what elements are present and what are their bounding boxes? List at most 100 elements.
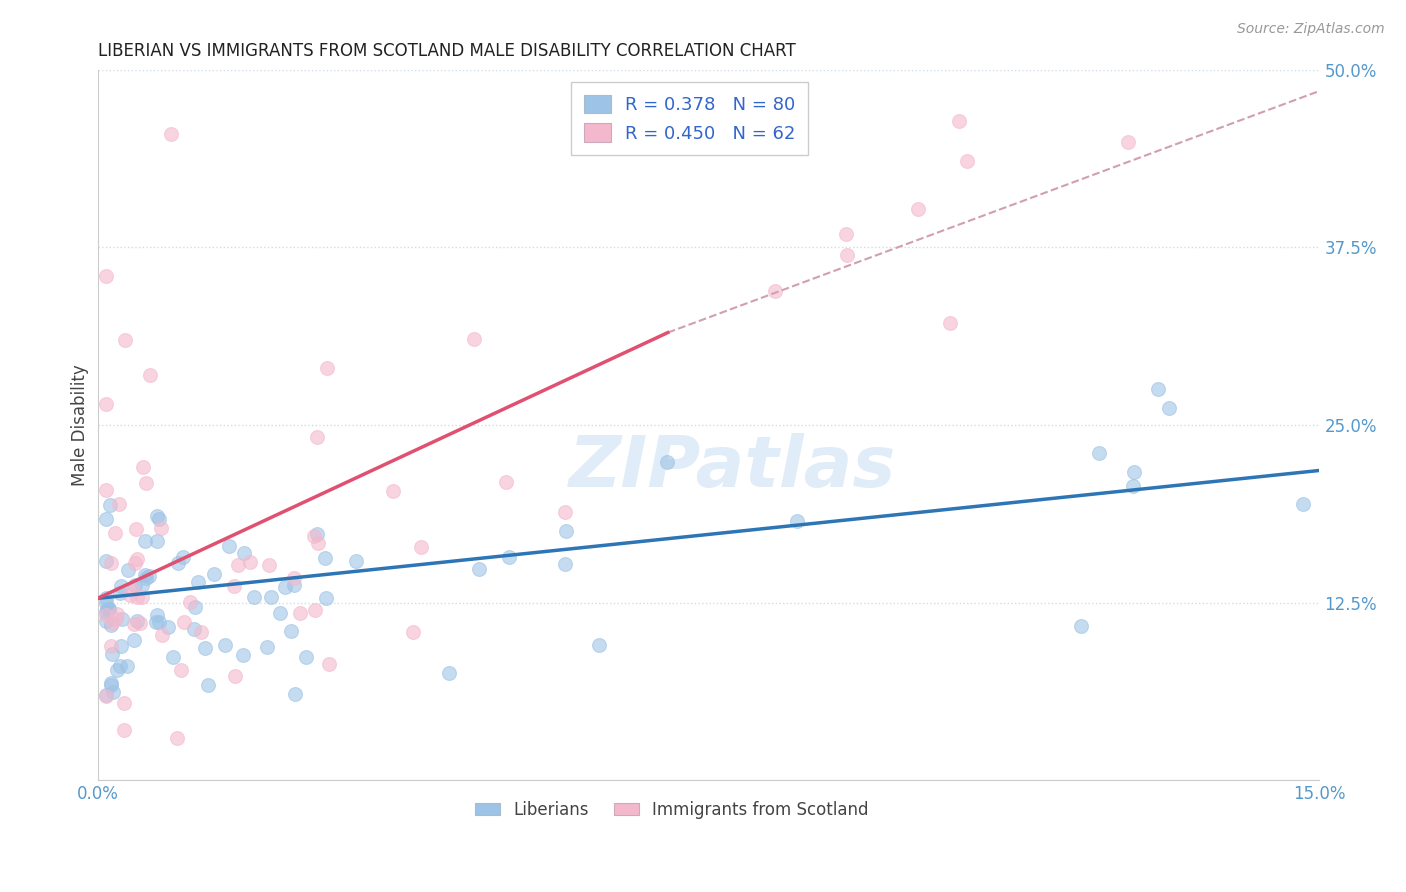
Point (166, 556, 188, 570)
Text: Source: ZipAtlas.com: Source: ZipAtlas.com (1237, 22, 1385, 37)
Point (402, 625, 425, 640)
Point (184, 600, 207, 615)
Point (256, 640, 278, 654)
Point (96, 601, 118, 615)
Text: ZIPatlas: ZIPatlas (569, 434, 897, 502)
Point (315, 591, 337, 605)
Point (226, 558, 249, 572)
Point (104, 526, 127, 541)
Point (101, 615, 124, 630)
Point (112, 723, 135, 737)
Point (121, 582, 143, 597)
Point (94, 483, 117, 498)
Point (110, 578, 132, 592)
Point (382, 483, 405, 498)
Point (100, 675, 122, 690)
Point (318, 657, 340, 671)
Point (166, 731, 188, 745)
Point (134, 567, 156, 582)
Point (114, 333, 136, 347)
Point (1292, 497, 1315, 511)
Point (108, 585, 131, 599)
Point (179, 595, 201, 609)
Point (134, 533, 156, 548)
Point (94, 689, 117, 703)
Point (259, 590, 281, 604)
Point (94, 688, 117, 702)
Point (183, 622, 205, 636)
Point (160, 127, 183, 141)
Point (172, 550, 194, 565)
Point (131, 578, 153, 592)
Point (284, 687, 307, 701)
Point (495, 475, 517, 489)
Point (101, 685, 124, 699)
Point (218, 540, 240, 554)
Point (197, 678, 219, 692)
Point (939, 316, 962, 330)
Legend: Liberians, Immigrants from Scotland: Liberians, Immigrants from Scotland (468, 794, 876, 825)
Point (127, 615, 149, 629)
Point (97, 602, 120, 616)
Point (124, 556, 146, 570)
Point (588, 638, 610, 652)
Point (117, 564, 139, 578)
Point (127, 590, 149, 604)
Point (190, 624, 212, 639)
Point (94, 605, 117, 619)
Point (463, 332, 485, 346)
Point (307, 527, 329, 541)
Point (786, 514, 808, 528)
Point (122, 616, 145, 631)
Point (170, 663, 193, 677)
Point (468, 562, 491, 576)
Point (1116, 135, 1139, 149)
Point (146, 533, 169, 548)
Point (307, 536, 329, 550)
Point (94, 268, 117, 283)
Point (269, 606, 291, 620)
Point (1122, 478, 1144, 492)
Point (194, 640, 217, 655)
Point (232, 648, 254, 663)
Point (94, 596, 117, 610)
Point (94, 397, 117, 411)
Point (1122, 465, 1144, 479)
Point (105, 663, 128, 677)
Point (187, 575, 209, 590)
Point (283, 578, 305, 592)
Text: LIBERIAN VS IMMIGRANTS FROM SCOTLAND MALE DISABILITY CORRELATION CHART: LIBERIAN VS IMMIGRANTS FROM SCOTLAND MAL… (97, 42, 796, 60)
Point (1087, 445, 1109, 459)
Point (138, 569, 160, 583)
Point (498, 549, 520, 564)
Point (124, 577, 146, 591)
Point (105, 607, 128, 621)
Point (152, 628, 174, 642)
Point (135, 476, 157, 491)
Point (110, 640, 132, 654)
Point (146, 608, 169, 623)
Point (104, 612, 127, 626)
Point (94, 554, 117, 568)
Point (125, 551, 148, 566)
Point (94, 591, 117, 606)
Point (145, 615, 167, 629)
Point (120, 588, 142, 602)
Point (314, 551, 336, 566)
Point (224, 579, 246, 593)
Point (100, 639, 122, 653)
Point (214, 639, 236, 653)
Point (907, 202, 929, 217)
Point (554, 524, 576, 539)
Point (302, 529, 325, 543)
Point (108, 659, 131, 673)
Point (274, 580, 297, 594)
Point (139, 368, 162, 383)
Point (148, 512, 170, 526)
Point (834, 227, 856, 241)
Point (111, 612, 134, 626)
Point (835, 248, 858, 262)
Point (128, 615, 150, 630)
Point (94, 608, 117, 623)
Point (655, 455, 678, 469)
